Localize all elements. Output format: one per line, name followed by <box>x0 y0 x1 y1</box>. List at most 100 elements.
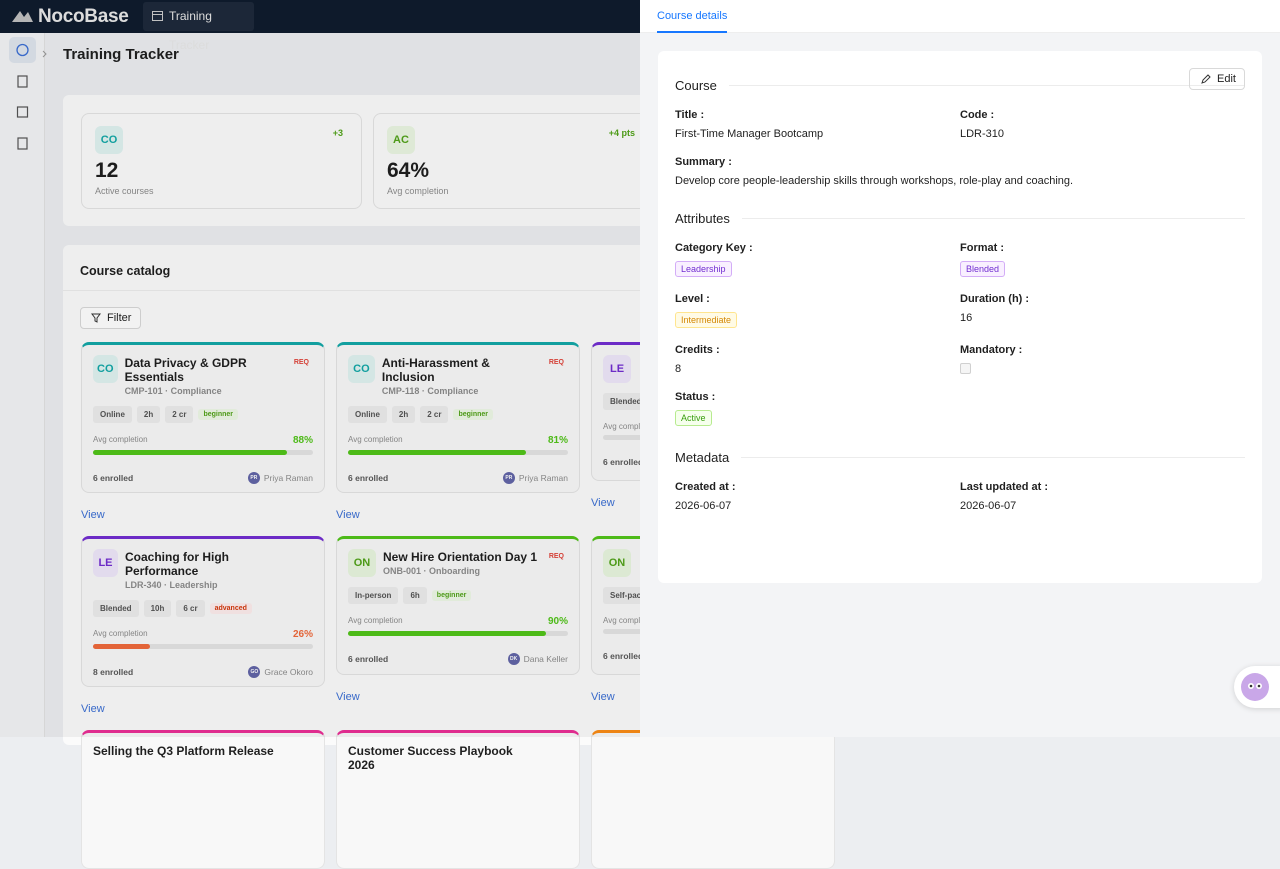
field: Status : Active <box>675 391 1245 426</box>
tag-row: Blended <box>603 393 823 410</box>
field: Credits : 8 <box>675 344 960 375</box>
section-title: Course <box>675 78 1245 93</box>
field-label: Format : <box>960 242 1004 254</box>
completion-row: Avg completion 88% <box>93 435 313 446</box>
tag: 2 cr <box>420 406 449 423</box>
assistant-button[interactable] <box>1234 666 1280 708</box>
section-title: Attributes <box>675 211 1245 226</box>
completion-value: 81% <box>547 435 568 446</box>
view-link[interactable]: View <box>81 703 105 715</box>
course-card[interactable]: LE Coaching for High Performance LDR-340 ·… <box>81 536 325 687</box>
field-label: Created at : <box>675 481 736 493</box>
divider <box>63 290 663 291</box>
card-titles: Coaching for High Performance LDR-340 · L… <box>125 549 313 590</box>
field: Level : Intermediate <box>675 293 960 328</box>
course-card[interactable] <box>591 730 835 869</box>
progress-fill <box>348 450 527 455</box>
progress-track <box>348 450 568 455</box>
view-link[interactable]: View <box>591 497 615 509</box>
view-link[interactable]: View <box>81 509 105 521</box>
owner: GO Grace Okoro <box>248 666 313 678</box>
course-title: Anti-Harassment & Inclusion <box>381 356 490 384</box>
progress-fill <box>348 631 546 636</box>
stat-card: AC +4 pts 64% Avg completion <box>373 113 654 209</box>
progress-fill <box>93 450 287 455</box>
field: Format : Blended <box>960 242 1245 277</box>
detail-card: Edit Course Title : First-Time Manager Boo… <box>658 51 1262 583</box>
tag: 2h <box>136 406 161 423</box>
collapse-arrow[interactable] <box>41 50 49 58</box>
course-badge: LE <box>603 355 631 383</box>
section-title: Metadata <box>675 450 1245 465</box>
course-cell: LE Coaching for High Performance LDR-340 ·… <box>81 536 325 715</box>
field: Created at : 2026-06-07 <box>675 481 960 512</box>
course-cell <box>591 730 835 869</box>
field-row: Status : Active <box>675 391 1245 426</box>
owner: DK Dana Keller <box>507 653 568 665</box>
course-code: ONB-001 · Onboarding <box>383 566 481 576</box>
tag: Blended <box>93 600 139 617</box>
course-card[interactable]: Selling the Q3 Platform Release <box>81 730 325 869</box>
owner-avatar: PR <box>247 472 260 484</box>
tag: 10h <box>143 600 172 617</box>
level-tag: beginner <box>198 409 239 420</box>
course-title: Coaching for High Performance <box>124 550 229 578</box>
tag: Online <box>93 406 132 423</box>
field-row: Category Key : Leadership Format : Blended <box>675 242 1245 277</box>
stat-label: Avg completion <box>387 186 449 196</box>
enrolled: 8 enrolled <box>93 667 134 677</box>
card-footer: 8 enrolled GO Grace Okoro <box>93 666 313 678</box>
tag-row: In-person 6h beginner <box>348 587 568 604</box>
tag: 2 cr <box>165 406 194 423</box>
enrolled: 6 enrolled <box>348 473 389 483</box>
required-flag: REQ <box>293 359 309 366</box>
view-link[interactable]: View <box>591 691 615 703</box>
owner-avatar: GO <box>248 666 261 678</box>
field-row: Created at : 2026-06-07 Last updated at : 2… <box>675 481 1245 512</box>
field-value: 2026-06-07 <box>960 500 1017 512</box>
completion-label: Avg completion <box>603 616 658 625</box>
view-link[interactable]: View <box>336 509 360 521</box>
course-card[interactable]: Customer Success Playbook 2026 <box>336 730 580 869</box>
completion-value: 88% <box>292 435 313 446</box>
course-card[interactable]: CO Data Privacy & GDPR Essentials CMP-101 … <box>81 342 325 493</box>
nav-tab[interactable]: Training Tracker <box>143 2 254 52</box>
stat-label: Active courses <box>95 186 154 196</box>
tag-row: Online 2h 2 cr beginner <box>93 406 313 423</box>
drawer-mask[interactable] <box>0 0 640 737</box>
tag: Online <box>348 406 387 423</box>
course-title: Customer Success Playbook 2026 <box>348 744 513 772</box>
logo-icon <box>12 11 33 22</box>
field-label: Credits : <box>675 344 720 356</box>
stat-value: 12 <box>95 159 119 182</box>
view-link[interactable]: View <box>336 691 360 703</box>
filter-button[interactable]: Filter <box>80 307 141 329</box>
drawer-tab[interactable]: Course details <box>657 10 728 33</box>
card-footer: 6 enrolled <box>603 651 823 661</box>
progress-track <box>348 631 568 636</box>
page: NocoBase Training Tracker Training Track… <box>0 0 1280 737</box>
card-head: LE <box>603 355 823 383</box>
field-label: Duration (h) : <box>960 293 1030 305</box>
level-tag: advanced <box>209 603 252 614</box>
course-card[interactable]: ON New Hire Orientation Day 1 ONB-001 · On… <box>336 536 580 675</box>
card-head: Customer Success Playbook 2026 <box>348 743 568 772</box>
sidebar-icons[interactable] <box>0 33 45 163</box>
completion-label: Avg completion <box>93 629 148 638</box>
course-card[interactable]: CO Anti-Harassment & Inclusion CMP-118 · C… <box>336 342 580 493</box>
course-code: CMP-118 · Compliance <box>381 386 479 396</box>
course-cell: CO Data Privacy & GDPR Essentials CMP-101 … <box>81 342 325 521</box>
card-head: CO Anti-Harassment & Inclusion CMP-118 · C… <box>348 355 568 396</box>
field-tag: Leadership <box>675 261 732 277</box>
card-titles: Data Privacy & GDPR Essentials CMP-101 · … <box>125 355 313 396</box>
course-code: CMP-101 · Compliance <box>124 386 222 396</box>
stat-delta: +3 <box>332 128 343 138</box>
card-footer: 6 enrolled DK Dana Keller <box>348 653 568 665</box>
edit-button[interactable]: Edit <box>1189 68 1245 90</box>
course-badge: CO <box>93 355 118 383</box>
brand[interactable]: NocoBase <box>38 6 129 27</box>
field-label: Code : <box>960 109 995 121</box>
field-tag: Blended <box>960 261 1006 277</box>
progress-track <box>93 644 313 649</box>
stat-card: CO +3 12 Active courses <box>81 113 362 209</box>
